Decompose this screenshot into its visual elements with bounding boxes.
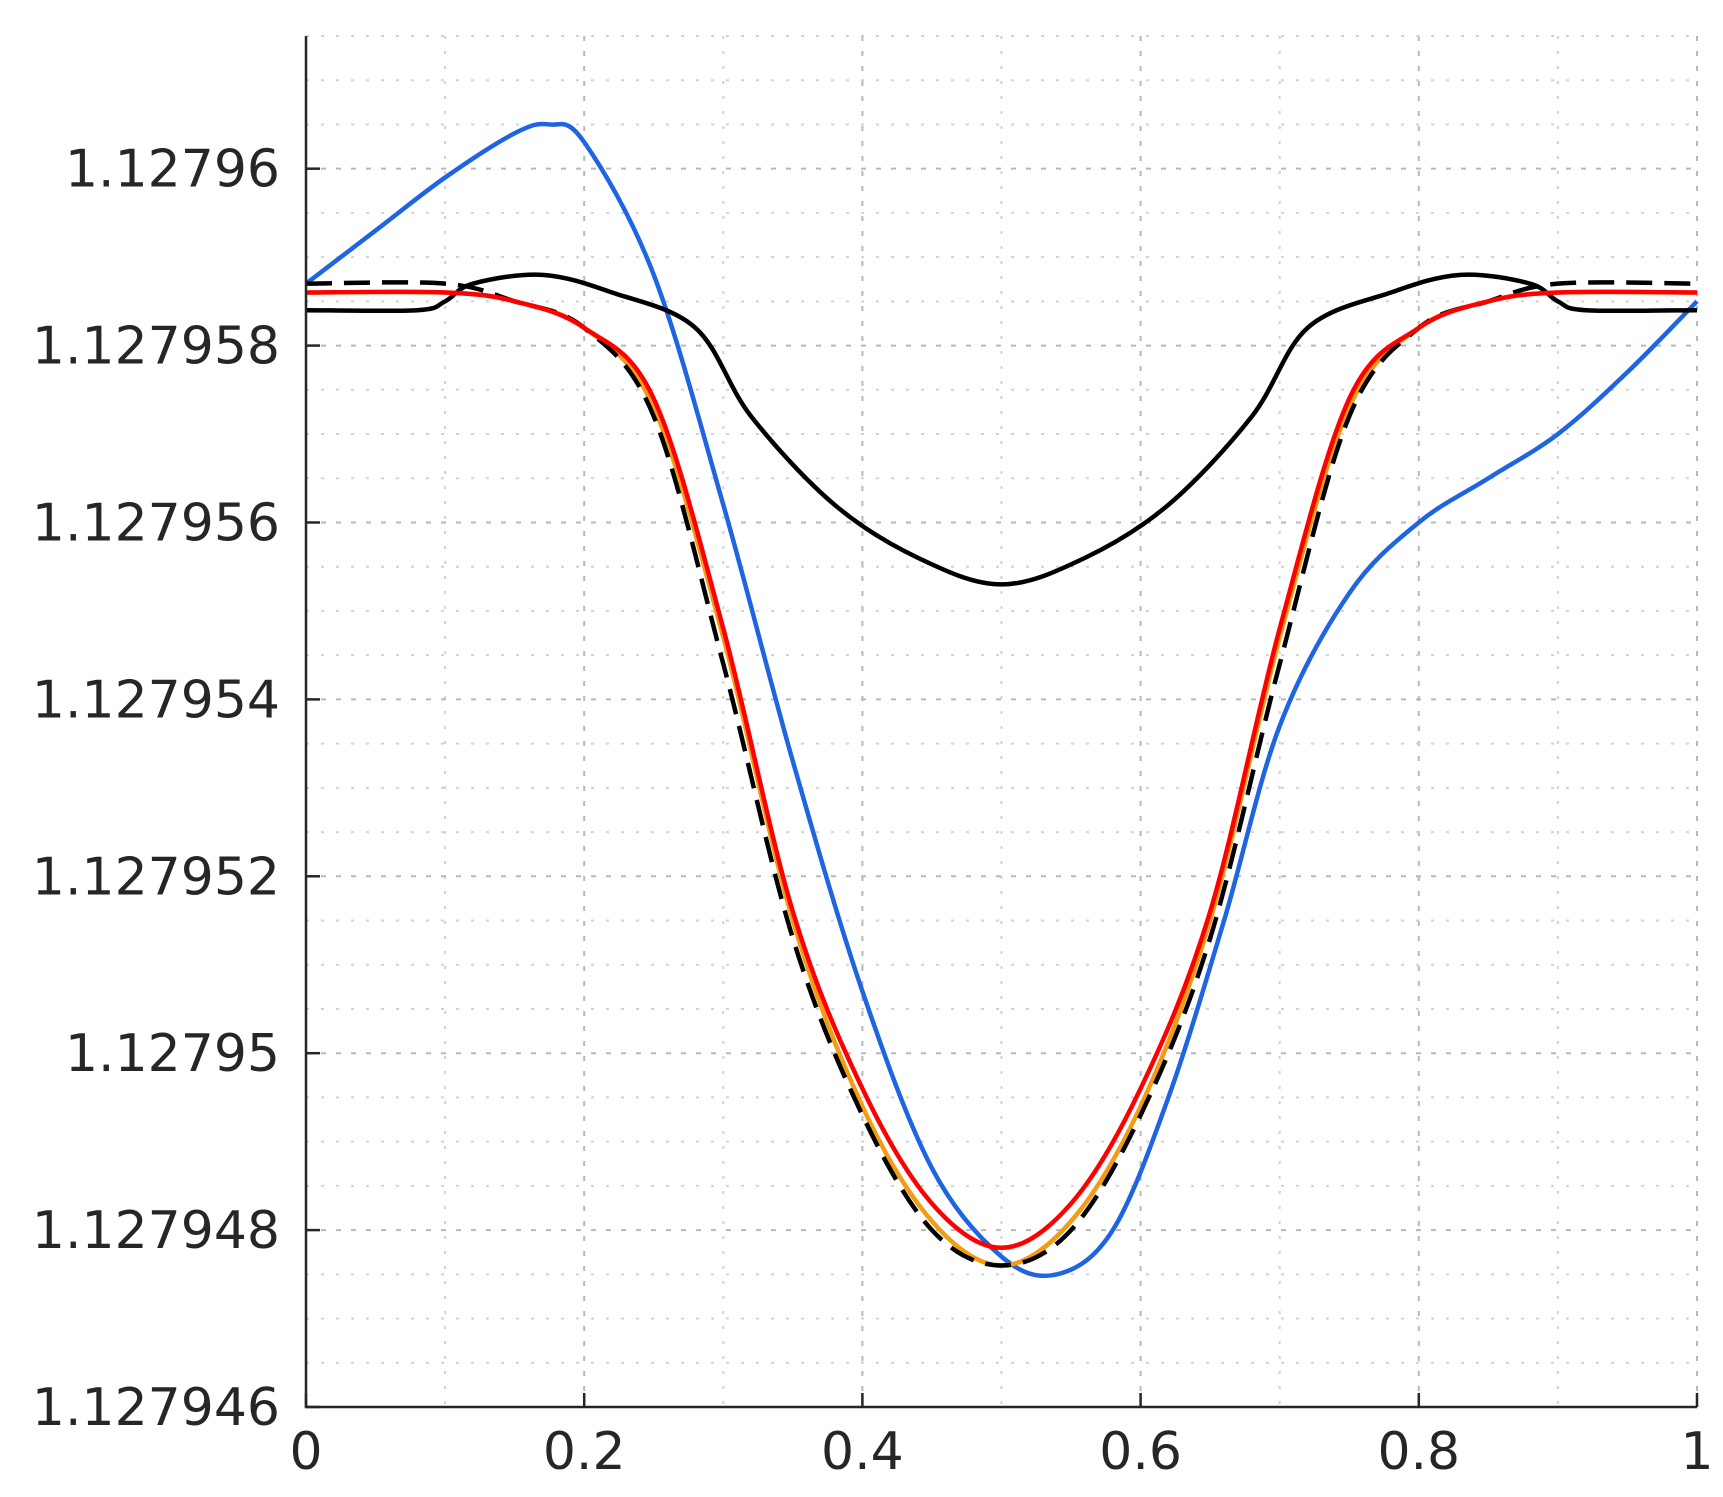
x-tick-label: 1: [1680, 1422, 1713, 1482]
x-tick-labels: 0 0.2 0.4 0.6 0.8 1: [289, 1422, 1713, 1482]
series-line-2: [305, 272, 1698, 587]
series-line-4: [305, 280, 1698, 1268]
x-tick-label: 0.6: [1099, 1422, 1182, 1482]
y-tick-label: 1.127958: [32, 317, 280, 377]
y-tick-label: 1.127946: [32, 1378, 280, 1438]
x-tick-label: 0.4: [821, 1422, 904, 1482]
y-tick-labels: 1.127946 1.127948 1.12795 1.127952 1.127…: [32, 140, 280, 1438]
grid: [306, 35, 1698, 1407]
y-tick-label: 1.127956: [32, 493, 280, 553]
axis-frame: [304, 36, 1697, 1409]
x-tick-label: 0.2: [543, 1422, 626, 1482]
y-tick-label: 1.12795: [65, 1024, 280, 1084]
series-line-1: [304, 121, 1699, 1279]
series-line-3: [305, 289, 1698, 1268]
y-tick-label: 1.127954: [32, 670, 280, 730]
y-tick-label: 1.127952: [32, 847, 280, 907]
axes: [304, 36, 1697, 1409]
y-tick-label: 1.127948: [32, 1201, 280, 1261]
series-group: [304, 121, 1699, 1279]
x-tick-label: 0: [289, 1422, 322, 1482]
x-tick-label: 0.8: [1377, 1422, 1460, 1482]
ticks: [304, 167, 1699, 1409]
y-tick-label: 1.12796: [65, 140, 280, 200]
series-line-5: [305, 289, 1698, 1251]
